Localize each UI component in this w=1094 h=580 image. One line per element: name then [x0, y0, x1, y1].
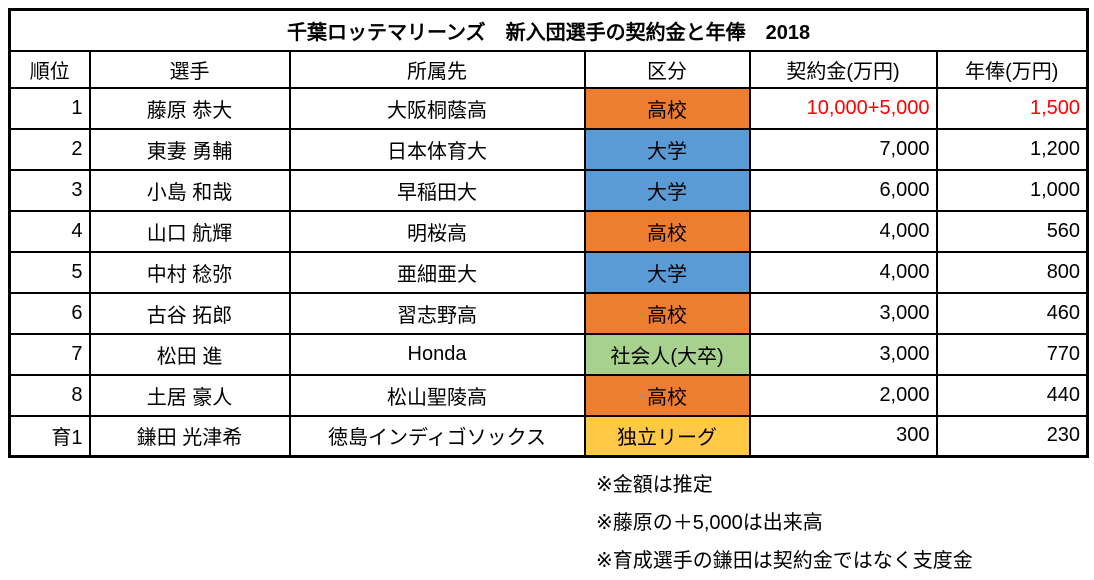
contract-cell: 3,000: [748, 291, 938, 335]
salary-cell: 1,500: [935, 86, 1089, 130]
player-cell: 古谷 拓郎: [88, 291, 291, 335]
footnote: ※藤原の＋5,000は出来高: [596, 512, 823, 534]
affiliation-cell: 習志野高: [288, 291, 586, 335]
affiliation-cell: 日本体育大: [288, 127, 586, 171]
salary-cell: 230: [935, 414, 1089, 458]
rank-cell: 3: [8, 168, 91, 212]
player-cell: 松田 進: [88, 332, 291, 376]
contract-cell: 2,000: [748, 373, 938, 417]
contract-cell: 4,000: [748, 250, 938, 294]
salary-cell: 440: [935, 373, 1089, 417]
table-row: 2 東妻 勇輔 日本体育大 大学 7,000 1,200: [8, 127, 1089, 171]
affiliation-cell: 明桜高: [288, 209, 586, 253]
rank-cell: 8: [8, 373, 91, 417]
salary-cell: 770: [935, 332, 1089, 376]
rank-cell: 4: [8, 209, 91, 253]
table-row: 4 山口 航輝 明桜高 高校 4,000 560: [8, 209, 1089, 253]
draft-table: 千葉ロッテマリーンズ 新入団選手の契約金と年俸 2018 順位 選手 所属先 区…: [8, 8, 1090, 458]
rank-cell: 2: [8, 127, 91, 171]
player-cell: 藤原 恭大: [88, 86, 291, 130]
contract-cell: 10,000+5,000: [748, 86, 938, 130]
category-cell: 高校: [583, 291, 751, 335]
affiliation-cell: 松山聖陵高: [288, 373, 586, 417]
contract-cell: 6,000: [748, 168, 938, 212]
player-cell: 鎌田 光津希: [88, 414, 291, 458]
table-row: 3 小島 和哉 早稲田大 大学 6,000 1,000: [8, 168, 1089, 212]
contract-cell: 3,000: [748, 332, 938, 376]
header-row: 順位 選手 所属先 区分 契約金(万円) 年俸(万円): [8, 49, 1089, 89]
category-cell: 大学: [583, 250, 751, 294]
footnote: ※金額は推定: [596, 474, 713, 496]
table-row: 8 土居 豪人 松山聖陵高 高校 2,000 440: [8, 373, 1089, 417]
category-cell: 社会人(大卒): [583, 332, 751, 376]
salary-cell: 1,000: [935, 168, 1089, 212]
table-row: 1 藤原 恭大 大阪桐蔭高 高校 10,000+5,000 1,500: [8, 86, 1089, 130]
rank-cell: 1: [8, 86, 91, 130]
title-row: 千葉ロッテマリーンズ 新入団選手の契約金と年俸 2018: [8, 8, 1089, 52]
category-cell: 独立リーグ: [583, 414, 751, 458]
header-contract: 契約金(万円): [748, 49, 938, 89]
table-row: 6 古谷 拓郎 習志野高 高校 3,000 460: [8, 291, 1089, 335]
affiliation-cell: 徳島インディゴソックス: [288, 414, 586, 458]
player-cell: 小島 和哉: [88, 168, 291, 212]
rank-cell: 6: [8, 291, 91, 335]
contract-cell: 7,000: [748, 127, 938, 171]
player-cell: 中村 稔弥: [88, 250, 291, 294]
table-row: 育1 鎌田 光津希 徳島インディゴソックス 独立リーグ 300 230: [8, 414, 1089, 458]
header-category: 区分: [583, 49, 751, 89]
affiliation-cell: 大阪桐蔭高: [288, 86, 586, 130]
category-cell: 高校: [583, 373, 751, 417]
footnote: ※育成選手の鎌田は契約金ではなく支度金: [596, 550, 973, 572]
affiliation-cell: 早稲田大: [288, 168, 586, 212]
table-title: 千葉ロッテマリーンズ 新入団選手の契約金と年俸 2018: [8, 8, 1089, 52]
table-row: 5 中村 稔弥 亜細亜大 大学 4,000 800: [8, 250, 1089, 294]
rank-cell: 育1: [8, 414, 91, 458]
category-cell: 大学: [583, 127, 751, 171]
category-cell: 高校: [583, 209, 751, 253]
affiliation-cell: 亜細亜大: [288, 250, 586, 294]
salary-cell: 1,200: [935, 127, 1089, 171]
header-player: 選手: [88, 49, 291, 89]
category-cell: 大学: [583, 168, 751, 212]
footnotes: ※金額は推定 ※藤原の＋5,000は出来高 ※育成選手の鎌田は契約金ではなく支度…: [596, 466, 1086, 580]
player-cell: 土居 豪人: [88, 373, 291, 417]
contract-cell: 4,000: [748, 209, 938, 253]
contract-cell: 300: [748, 414, 938, 458]
header-rank: 順位: [8, 49, 91, 89]
player-cell: 山口 航輝: [88, 209, 291, 253]
table-row: 7 松田 進 Honda 社会人(大卒) 3,000 770: [8, 332, 1089, 376]
salary-cell: 560: [935, 209, 1089, 253]
player-cell: 東妻 勇輔: [88, 127, 291, 171]
rank-cell: 7: [8, 332, 91, 376]
salary-cell: 460: [935, 291, 1089, 335]
affiliation-cell: Honda: [288, 332, 586, 376]
category-cell: 高校: [583, 86, 751, 130]
header-affiliation: 所属先: [288, 49, 586, 89]
rank-cell: 5: [8, 250, 91, 294]
salary-cell: 800: [935, 250, 1089, 294]
header-salary: 年俸(万円): [935, 49, 1089, 89]
